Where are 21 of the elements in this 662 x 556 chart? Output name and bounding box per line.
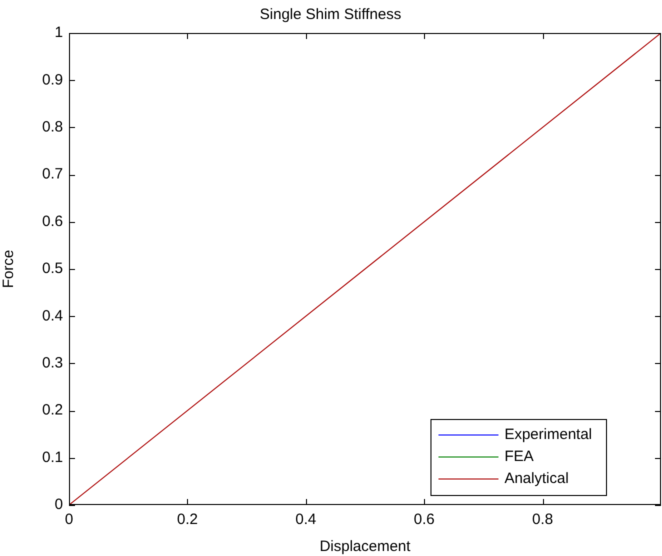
y-tick-label: 0.4 (42, 307, 63, 324)
y-tick-label: 0.1 (42, 448, 63, 466)
x-tick-label: 0.2 (176, 511, 198, 528)
x-tick-label: 0.4 (295, 511, 316, 528)
x-tick-label: 0.8 (532, 511, 554, 528)
y-tick-label: 0 (54, 496, 63, 514)
legend-label: FEA (504, 448, 534, 466)
y-tick-label: 0.2 (42, 402, 63, 419)
legend-label: Experimental (504, 426, 592, 444)
y-tick-label: 0.7 (42, 166, 63, 183)
legend-label: Analytical (504, 470, 569, 488)
y-tick-label: 0.9 (42, 71, 63, 88)
x-axis-title: Displacement (320, 538, 412, 556)
y-tick-label: 0.8 (42, 118, 63, 136)
y-tick-label: 1 (54, 24, 63, 42)
y-tick-label: 0.3 (42, 354, 63, 372)
x-tick-label: 0.6 (414, 511, 435, 528)
chart-title: Single Shim Stiffness (260, 6, 402, 24)
y-axis-title: Force (0, 250, 18, 288)
y-tick-label: 0.5 (42, 260, 63, 278)
y-tick-label: 0.6 (42, 212, 63, 230)
